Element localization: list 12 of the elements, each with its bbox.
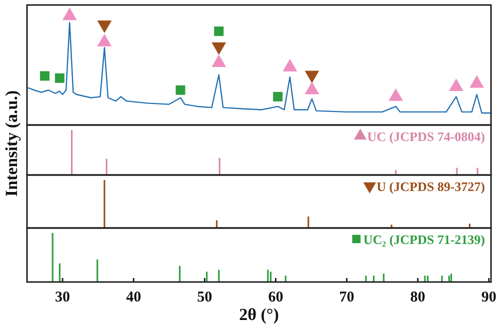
legend-label: UC₂ (JCPDS 71-2139) xyxy=(363,232,485,247)
x-tick-label: 80 xyxy=(410,290,426,306)
x-tick-label: 40 xyxy=(126,290,142,306)
x-tick-label: 90 xyxy=(481,290,496,306)
legend-label: UC (JCPDS 74-0804) xyxy=(367,129,485,144)
x-tick-label: 60 xyxy=(268,290,284,306)
legend-label: U (JCPDS 89-3727) xyxy=(376,179,485,194)
x-tick-label: 70 xyxy=(339,290,354,306)
x-tick-label: 50 xyxy=(197,290,212,306)
x-axis-title: 2θ (°) xyxy=(239,305,279,324)
x-tick-label: 30 xyxy=(55,290,70,306)
y-axis-title: Intensity (a.u.) xyxy=(2,90,21,197)
